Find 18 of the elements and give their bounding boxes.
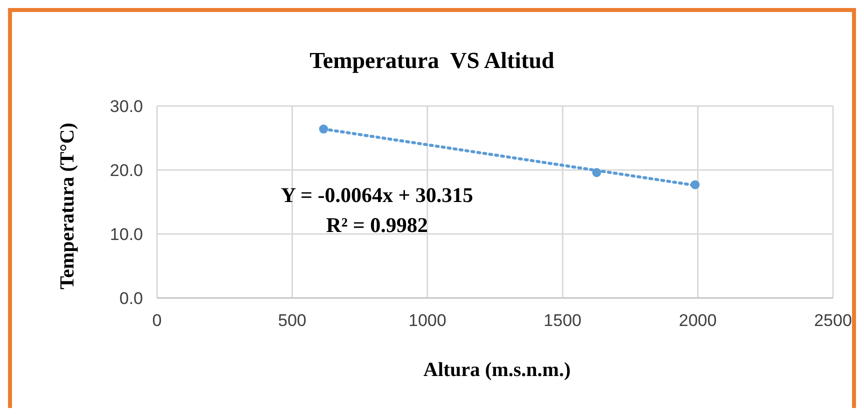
x-axis-title: Altura (m.s.n.m.) bbox=[422, 359, 572, 382]
y-tick-label: 10.0 bbox=[110, 225, 143, 244]
point bbox=[319, 124, 328, 134]
point bbox=[690, 180, 700, 190]
x-tick-label: 1500 bbox=[544, 311, 582, 330]
annotation: R² = 0.9982 bbox=[325, 212, 429, 239]
chart-title: Temperatura VS Altitud bbox=[308, 48, 556, 74]
y-axis-title: Temperatura (T°C) bbox=[56, 122, 80, 290]
x-tick-label: 500 bbox=[278, 311, 306, 330]
x-tick-label: 1000 bbox=[408, 311, 446, 330]
annotation: Y = -0.0064x + 30.315 bbox=[280, 182, 474, 209]
y-tick-label: 0.0 bbox=[119, 289, 143, 308]
x-tick-label: 2000 bbox=[678, 311, 717, 330]
y-tick-label: 20.0 bbox=[110, 161, 143, 180]
x-tick-label: 2500 bbox=[814, 311, 852, 330]
point bbox=[592, 168, 602, 178]
x-tick-label: 0 bbox=[152, 311, 162, 330]
y-tick-label: 30.0 bbox=[110, 97, 143, 116]
